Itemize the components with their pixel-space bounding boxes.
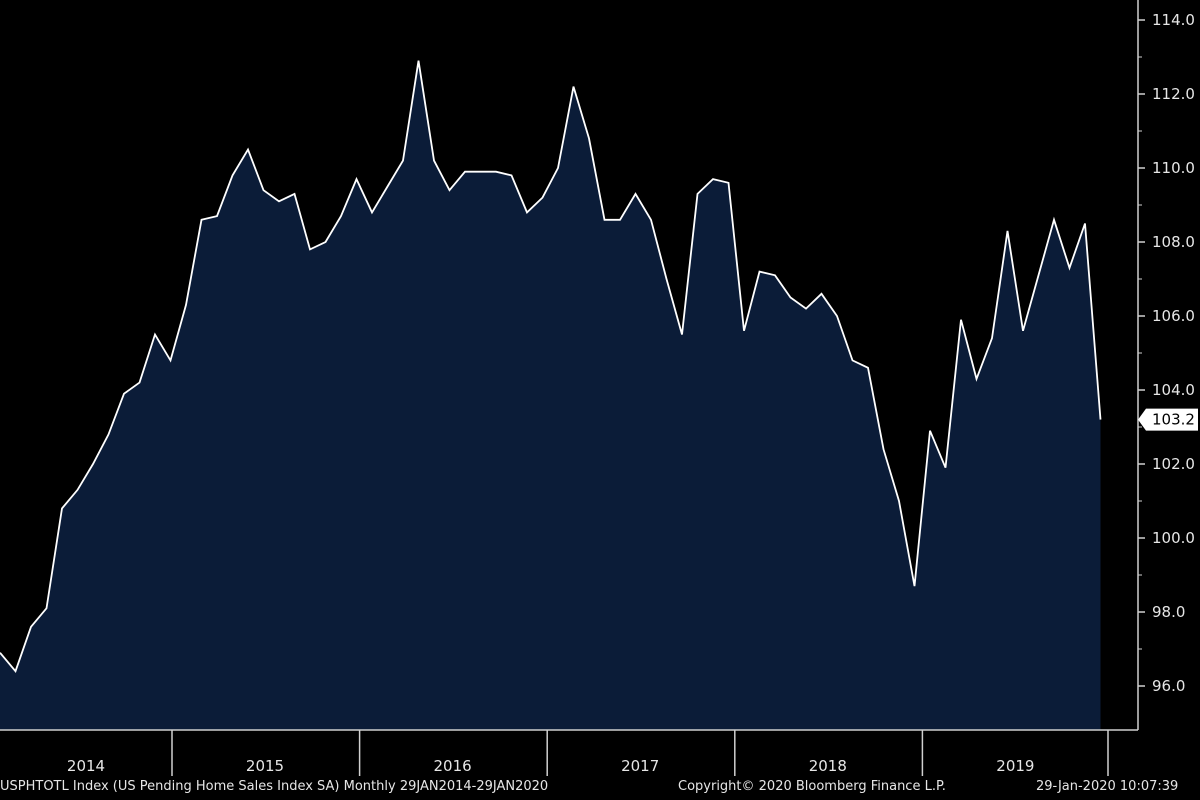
y-tick-label: 102.0 bbox=[1152, 455, 1195, 473]
y-tick-label: 96.0 bbox=[1152, 677, 1185, 695]
last-value-label: 103.2 bbox=[1152, 411, 1195, 429]
x-year-label: 2017 bbox=[621, 757, 659, 775]
y-tick-label: 114.0 bbox=[1152, 11, 1195, 29]
y-tick-label: 110.0 bbox=[1152, 159, 1195, 177]
footer-copyright: Copyright© 2020 Bloomberg Finance L.P. bbox=[678, 779, 946, 794]
y-tick-label: 100.0 bbox=[1152, 529, 1195, 547]
last-value-tag-shape bbox=[1138, 408, 1198, 431]
y-tick-label: 104.0 bbox=[1152, 381, 1195, 399]
x-year-label: 2016 bbox=[434, 757, 472, 775]
x-axis: 2014 2015 2016 2017 2018 2019 bbox=[0, 729, 1138, 776]
y-tick-label: 108.0 bbox=[1152, 233, 1195, 251]
last-value-tag: 103.2 bbox=[1138, 408, 1198, 431]
area-fill bbox=[0, 60, 1101, 730]
footer-index-description: USPHTOTL Index (US Pending Home Sales In… bbox=[0, 779, 549, 794]
y-tick-label: 98.0 bbox=[1152, 603, 1185, 621]
y-tick-label: 112.0 bbox=[1152, 85, 1195, 103]
x-year-label: 2015 bbox=[246, 757, 284, 775]
y-axis: 96.0 98.0 100.0 102.0 104.0 106.0 108.0 110.0 11… bbox=[1137, 0, 1195, 730]
series-line bbox=[0, 60, 1102, 673]
y-tick-label: 106.0 bbox=[1152, 307, 1195, 325]
x-year-label: 2019 bbox=[996, 757, 1034, 775]
footer-timestamp: 29-Jan-2020 10:07:39 bbox=[1036, 779, 1179, 794]
x-year-label: 2014 bbox=[67, 757, 105, 775]
x-year-label: 2018 bbox=[809, 757, 847, 775]
